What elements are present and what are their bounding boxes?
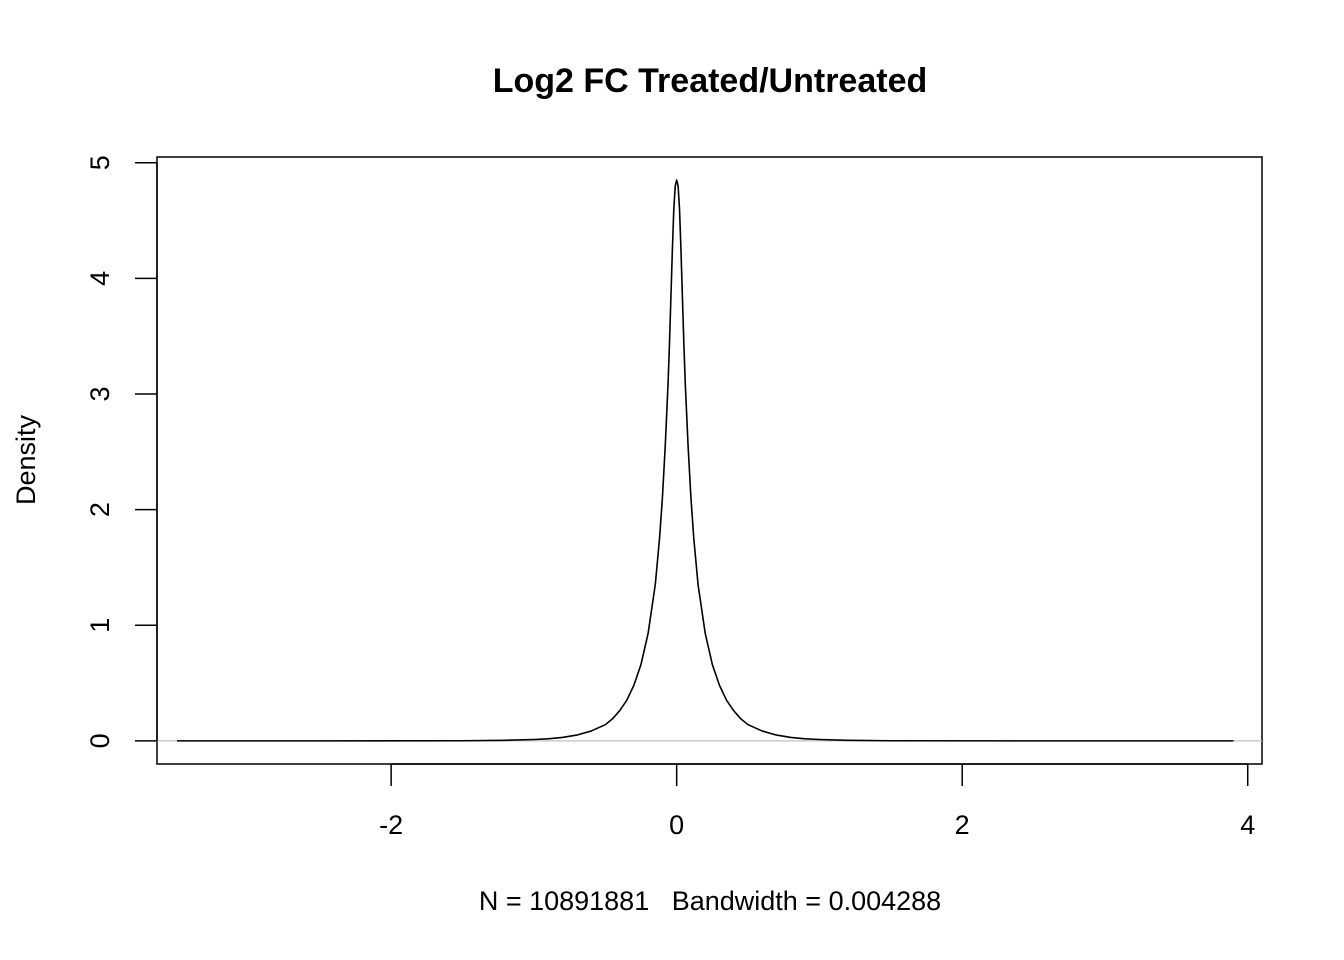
x-tick-label: 4 <box>1240 810 1255 840</box>
y-tick-label: 1 <box>85 618 115 633</box>
x-axis-label: N = 10891881 Bandwidth = 0.004288 <box>479 886 941 916</box>
x-tick-label: 2 <box>955 810 970 840</box>
chart-title: Log2 FC Treated/Untreated <box>493 62 928 100</box>
density-line <box>176 179 1234 742</box>
y-tick-label: 5 <box>85 155 115 170</box>
y-tick-label: 0 <box>85 733 115 748</box>
plot-frame <box>156 156 1263 765</box>
x-tick-label: -2 <box>379 810 403 840</box>
x-tick-label: 0 <box>669 810 684 840</box>
y-tick-label: 4 <box>85 271 115 286</box>
y-tick-label: 2 <box>85 502 115 517</box>
plot-area: -2 0 2 4 0 1 2 3 4 5 <box>85 155 1263 840</box>
y-axis-label: Density <box>11 414 41 505</box>
y-tick-label: 3 <box>85 387 115 402</box>
